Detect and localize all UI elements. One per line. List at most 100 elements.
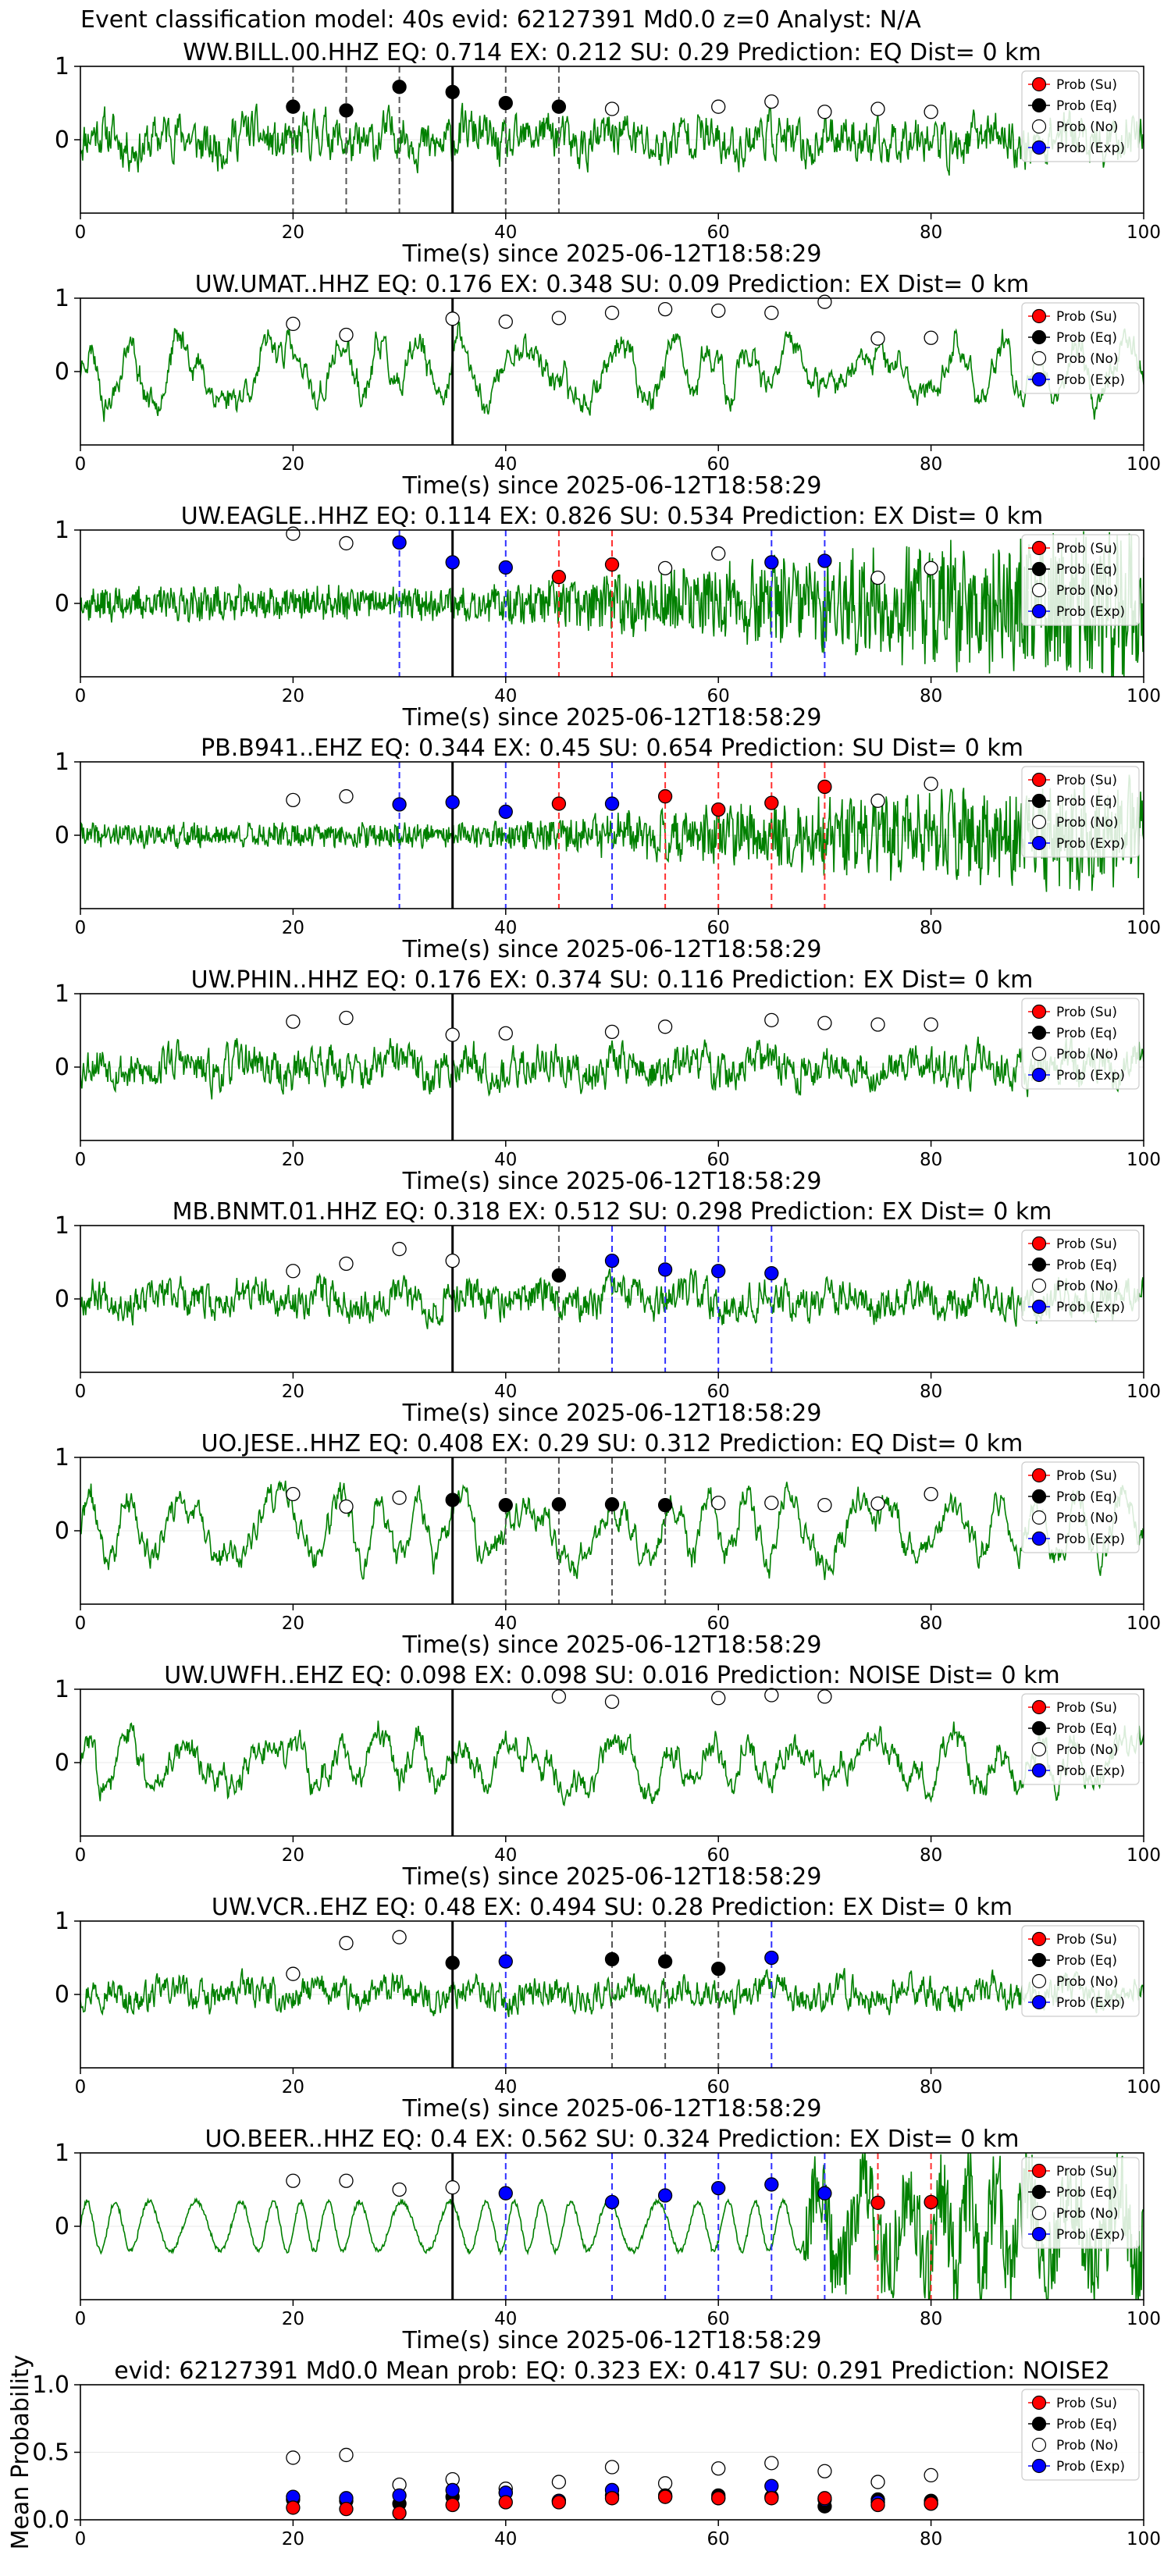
prob-point-exp — [498, 1954, 513, 1969]
legend-marker-eq — [1031, 561, 1047, 577]
legend-marker-no — [1031, 1742, 1047, 1757]
legend-box — [1021, 534, 1140, 626]
legend-box — [1021, 2157, 1140, 2249]
legend-marker-su — [1031, 2395, 1047, 2411]
prob-point-no — [339, 327, 354, 343]
legend-marker-eq — [1031, 1257, 1047, 1272]
y-axis-label: Mean Probability — [7, 2355, 34, 2550]
legend-label-su: Prob (Su) — [1056, 2164, 1117, 2179]
x-tick-label: 40 — [494, 1845, 517, 1866]
prob-point-su — [498, 2495, 513, 2510]
legend: Prob (Su) Prob (Eq) Prob (No) Prob (Exp) — [1021, 766, 1140, 858]
x-tick-label: 80 — [920, 1150, 942, 1170]
prob-point-no — [764, 2456, 779, 2471]
x-tick-label: 20 — [282, 686, 304, 706]
prob-point-eq — [445, 1955, 460, 1970]
y-tick-label: 1 — [55, 2140, 69, 2167]
prob-point-no — [924, 330, 938, 345]
legend-label-exp: Prob (Exp) — [1056, 1995, 1125, 2011]
legend-marker-eq — [1031, 98, 1047, 113]
legend-marker-su — [1031, 1931, 1047, 1947]
waveform-trace — [80, 1034, 1144, 1100]
prob-point-su — [551, 796, 567, 811]
prob-point-exp — [498, 2186, 513, 2201]
legend-label-eq: Prob (Eq) — [1056, 98, 1117, 114]
x-tick-label: 100 — [1127, 918, 1161, 938]
legend-label-eq: Prob (Eq) — [1056, 330, 1117, 346]
prob-point-exp — [657, 2188, 673, 2203]
prob-point-su — [817, 779, 832, 795]
x-tick-label: 0 — [75, 1382, 87, 1402]
legend-box — [1021, 1925, 1140, 2017]
legend: Prob (Su) Prob (Eq) Prob (No) Prob (Exp) — [1021, 1693, 1140, 1785]
prob-point-su — [551, 2495, 567, 2510]
prob-point-no — [764, 1012, 779, 1027]
legend-label-no: Prob (No) — [1056, 2206, 1119, 2222]
x-tick-label: 100 — [1127, 2077, 1161, 2097]
legend-marker-exp — [1031, 372, 1047, 387]
legend-label-eq: Prob (Eq) — [1056, 1026, 1117, 1041]
prob-point-su — [924, 2194, 938, 2210]
x-tick-label: 20 — [282, 1845, 304, 1866]
x-tick-label: 80 — [920, 918, 942, 938]
x-axis-label: Time(s) since 2025-06-12T18:58:29 — [402, 472, 822, 500]
legend-label-eq: Prob (Eq) — [1056, 2185, 1117, 2201]
y-tick-label: 0.0 — [32, 2507, 69, 2534]
prob-point-no — [339, 2447, 354, 2463]
panel-title: WW.BILL.00.HHZ EQ: 0.714 EX: 0.212 SU: 0… — [183, 39, 1041, 66]
prob-point-no — [445, 1027, 460, 1042]
x-tick-label: 100 — [1127, 454, 1161, 475]
prob-point-no — [392, 1930, 407, 1944]
legend-marker-no — [1031, 2205, 1047, 2221]
y-tick-label: 1 — [55, 1212, 69, 1240]
y-tick-label: 1 — [55, 1676, 69, 1703]
legend-box — [1021, 998, 1140, 1090]
x-axis-label: Time(s) since 2025-06-12T18:58:29 — [402, 240, 822, 268]
prob-point-no — [870, 331, 885, 346]
legend-label-exp: Prob (Exp) — [1056, 2227, 1125, 2243]
prob-point-su — [870, 2195, 885, 2211]
prob-point-no — [924, 1486, 938, 1502]
y-tick-label: 0 — [55, 358, 69, 386]
legend-marker-no — [1031, 814, 1047, 830]
x-tick-label: 20 — [282, 1614, 304, 1634]
legend-label-exp: Prob (Exp) — [1056, 1763, 1125, 1779]
prob-point-exp — [604, 1253, 620, 1268]
prob-point-no — [657, 1019, 673, 1034]
legend-label-exp: Prob (Exp) — [1056, 372, 1125, 388]
legend-label-exp: Prob (Exp) — [1056, 1532, 1125, 1547]
prob-point-no — [286, 526, 301, 541]
panel-title: UW.PHIN..HHZ EQ: 0.176 EX: 0.374 SU: 0.1… — [191, 966, 1034, 994]
legend-marker-su — [1031, 772, 1047, 788]
prob-point-no — [339, 1256, 354, 1272]
panel-title: UW.EAGLE..HHZ EQ: 0.114 EX: 0.826 SU: 0.… — [181, 503, 1044, 530]
prob-point-exp — [445, 555, 460, 570]
legend-marker-su — [1031, 1236, 1047, 1251]
legend-marker-exp — [1031, 1994, 1047, 2010]
prob-point-exp — [764, 2177, 779, 2192]
x-tick-label: 0 — [75, 1614, 87, 1634]
legend-label-eq: Prob (Eq) — [1056, 2417, 1117, 2432]
x-tick-label: 100 — [1127, 1845, 1161, 1866]
legend-label-eq: Prob (Eq) — [1056, 1953, 1117, 1969]
legend-marker-su — [1031, 1468, 1047, 1483]
x-tick-label: 100 — [1127, 1614, 1161, 1634]
legend-marker-exp — [1031, 603, 1047, 619]
x-tick-label: 40 — [494, 222, 517, 243]
x-tick-label: 80 — [920, 454, 942, 475]
waveform-trace — [80, 1268, 1144, 1329]
prob-point-no — [657, 301, 673, 317]
x-tick-label: 100 — [1127, 1150, 1161, 1170]
panel-4: PB.B941..EHZ EQ: 0.344 EX: 0.45 SU: 0.65… — [55, 735, 1161, 963]
prob-point-no — [339, 535, 354, 551]
prob-point-no — [445, 1253, 460, 1268]
prob-point-no — [764, 1688, 779, 1703]
prob-point-no — [286, 1486, 301, 1502]
waveform-trace — [80, 321, 1144, 422]
prob-point-eq — [498, 1497, 513, 1513]
prob-point-no — [286, 792, 301, 808]
legend-label-no: Prob (No) — [1056, 1974, 1119, 1990]
y-tick-label: 0 — [55, 1981, 69, 2008]
prob-point-no — [392, 2182, 407, 2197]
x-axis-label: Time(s) since 2025-06-12T18:58:29 — [402, 704, 822, 731]
